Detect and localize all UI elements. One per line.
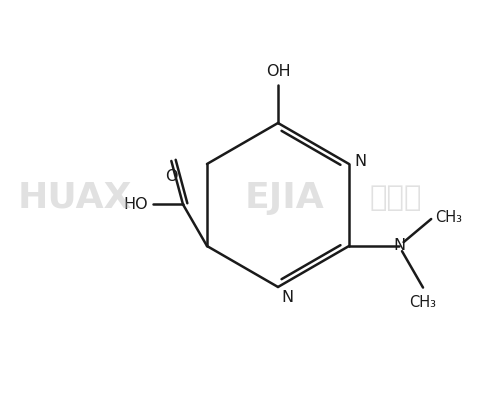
- Text: CH₃: CH₃: [409, 294, 437, 310]
- Text: HO: HO: [123, 197, 148, 212]
- Text: EJIA: EJIA: [245, 181, 325, 215]
- Text: N: N: [281, 290, 293, 305]
- Text: N: N: [393, 238, 405, 254]
- Text: OH: OH: [266, 64, 290, 79]
- Text: N: N: [354, 154, 366, 170]
- Text: O: O: [165, 169, 178, 184]
- Text: CH₃: CH₃: [435, 210, 462, 224]
- Text: 化学加: 化学加: [370, 184, 423, 212]
- Text: HUAX: HUAX: [18, 181, 133, 215]
